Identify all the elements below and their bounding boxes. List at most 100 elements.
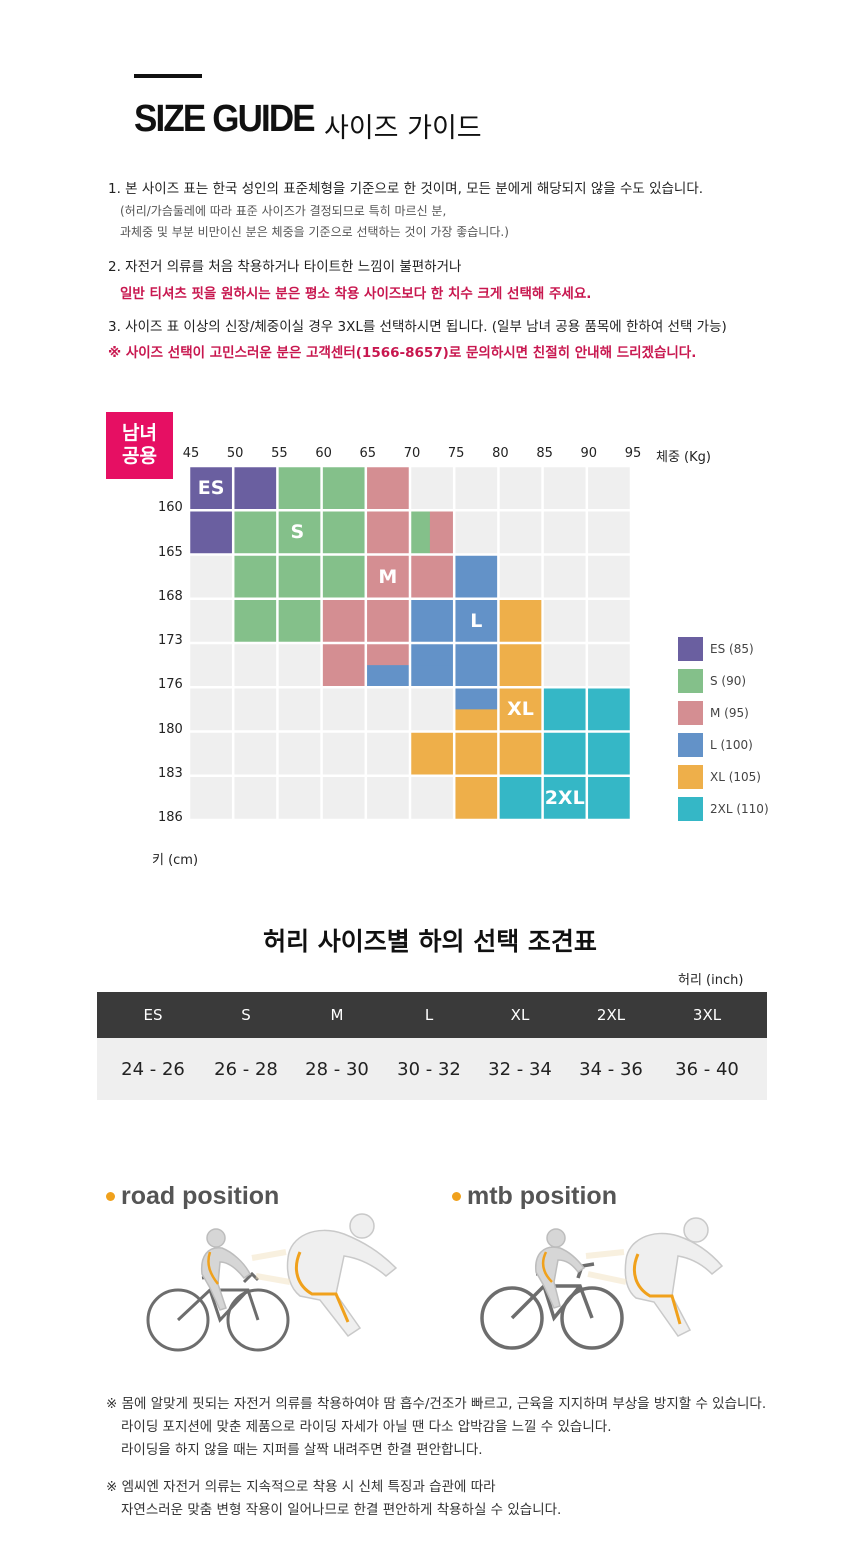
note-1-sub-2: 과체중 및 부분 비만이신 분은 체중을 기준으로 선택하는 것이 가장 좋습니… (120, 225, 509, 239)
size-cell-m (410, 554, 455, 599)
size-region-label-m: M (378, 565, 398, 588)
note-2: 2. 자전거 의류를 처음 착용하거나 타이트한 느낌이 불편하거나 (108, 259, 462, 275)
weight-tick-label: 85 (536, 446, 553, 461)
size-cell-m (365, 598, 410, 643)
empty-cell (321, 687, 366, 732)
size-cell-xl (498, 598, 543, 643)
size-cell-xl (498, 687, 543, 732)
size-cell-2xl (586, 731, 631, 776)
size-cell-s (277, 598, 322, 643)
legend-label: 2XL (110) (710, 802, 769, 816)
page-title-korean: 사이즈 가이드 (324, 113, 482, 144)
empty-cell (498, 510, 543, 555)
weight-tick-label: 75 (447, 446, 465, 461)
empty-cell (542, 510, 587, 555)
height-tick-label: 173 (158, 633, 183, 648)
size-cell-l-partial (410, 665, 455, 688)
note-3-highlight: ※ 사이즈 선택이 고민스러운 분은 고객센터(1566-8657)로 문의하시… (108, 345, 697, 361)
weight-tick-label: 95 (624, 446, 642, 461)
waist-header-cell: L (424, 1006, 434, 1024)
size-cell-2xl (586, 687, 631, 732)
height-tick-label: 180 (158, 721, 183, 737)
size-cell-m (321, 643, 366, 688)
empty-cell (233, 643, 278, 688)
waist-table-title: 허리 사이즈별 하의 선택 조견표 (263, 927, 597, 956)
legend-swatch (678, 765, 703, 789)
empty-cell (277, 643, 322, 688)
size-cell-l-partial (365, 665, 410, 688)
weight-tick-label: 80 (492, 446, 509, 461)
empty-cell (542, 643, 587, 688)
empty-cell (410, 687, 455, 732)
size-cell-m (365, 554, 410, 599)
weight-axis-unit: 체중 (Kg) (656, 450, 711, 465)
legend-swatch (678, 637, 703, 661)
size-cell-2xl (542, 731, 587, 776)
legend-swatch (678, 669, 703, 693)
footer-note-2: ※ 엠씨엔 자전거 의류는 지속적으로 착용 시 신체 특징과 습관에 따라 (106, 1479, 496, 1495)
size-cell-xl-partial (454, 709, 499, 732)
legend-item: M (95) (678, 701, 749, 725)
empty-cell (498, 554, 543, 599)
size-region-label-es: ES (197, 477, 225, 500)
empty-cell (454, 466, 499, 511)
empty-cell (277, 731, 322, 776)
footer-note-2-line-2: 자연스러운 맞춤 변형 작용이 일어나므로 한결 편안하게 착용하실 수 있습니… (121, 1502, 562, 1518)
legend-label: L (100) (710, 738, 753, 752)
empty-cell (586, 466, 631, 511)
waist-value-cell: 30 - 32 (397, 1059, 461, 1080)
empty-cell (189, 687, 234, 732)
note-1-sub-1: (허리/가슴둘레에 따라 표준 사이즈가 결정되므로 특히 마르신 분, (120, 204, 447, 218)
size-cell-2xl (586, 775, 631, 820)
waist-value-cell: 24 - 26 (121, 1059, 185, 1080)
waist-value-cell: 36 - 40 (675, 1059, 739, 1080)
size-cell-xl (498, 643, 543, 688)
waist-header-cell: S (241, 1006, 251, 1024)
size-region-label-l: L (470, 609, 483, 632)
unisex-badge-line-2: 공용 (122, 445, 157, 467)
size-cell-xl (454, 775, 499, 820)
empty-cell (233, 687, 278, 732)
waist-header-cell: 2XL (596, 1006, 626, 1024)
size-cell-l (454, 643, 499, 688)
waist-table-row: 24 - 26 26 - 28 28 - 30 30 - 32 32 - 34 … (97, 1038, 767, 1100)
empty-cell (189, 643, 234, 688)
empty-cell (586, 510, 631, 555)
empty-cell (454, 510, 499, 555)
waist-value-cell: 26 - 28 (214, 1059, 278, 1080)
empty-cell (277, 775, 322, 820)
size-cell-s (233, 510, 278, 555)
empty-cell (542, 598, 587, 643)
footer-note-1-line-3: 라이딩을 하지 않을 때는 지퍼를 살짝 내려주면 한결 편안합니다. (121, 1442, 483, 1458)
empty-cell (233, 775, 278, 820)
bullet-dot-icon (106, 1192, 115, 1201)
size-cell-l (454, 554, 499, 599)
unisex-badge-line-1: 남녀 (122, 422, 157, 444)
size-cell-2xl (498, 775, 543, 820)
size-cell-xl (454, 731, 499, 776)
empty-cell (586, 643, 631, 688)
legend-label: S (90) (710, 674, 747, 688)
mtb-position-illustration (480, 1217, 724, 1350)
size-cell-s (321, 466, 366, 511)
road-position-title: road position (106, 1182, 279, 1211)
legend-item: ES (85) (678, 637, 754, 661)
height-axis-unit: 키 (cm) (152, 853, 199, 868)
empty-cell (542, 554, 587, 599)
mtb-position-title: mtb position (452, 1182, 617, 1211)
empty-cell (410, 466, 455, 511)
height-tick-label: 183 (158, 765, 183, 781)
height-tick-label: 168 (158, 588, 183, 604)
waist-header-cell: ES (143, 1006, 163, 1024)
size-region-label-2xl: 2XL (544, 786, 585, 809)
legend-label: XL (105) (710, 770, 761, 784)
empty-cell (189, 731, 234, 776)
waist-value-cell: 32 - 34 (488, 1059, 552, 1080)
size-cell-s (277, 554, 322, 599)
size-cell-s-partial (410, 510, 430, 555)
empty-cell (410, 775, 455, 820)
waist-table-header: ES S M L XL 2XL 3XL (97, 992, 767, 1038)
legend-label: M (95) (710, 706, 749, 720)
empty-cell (189, 554, 234, 599)
